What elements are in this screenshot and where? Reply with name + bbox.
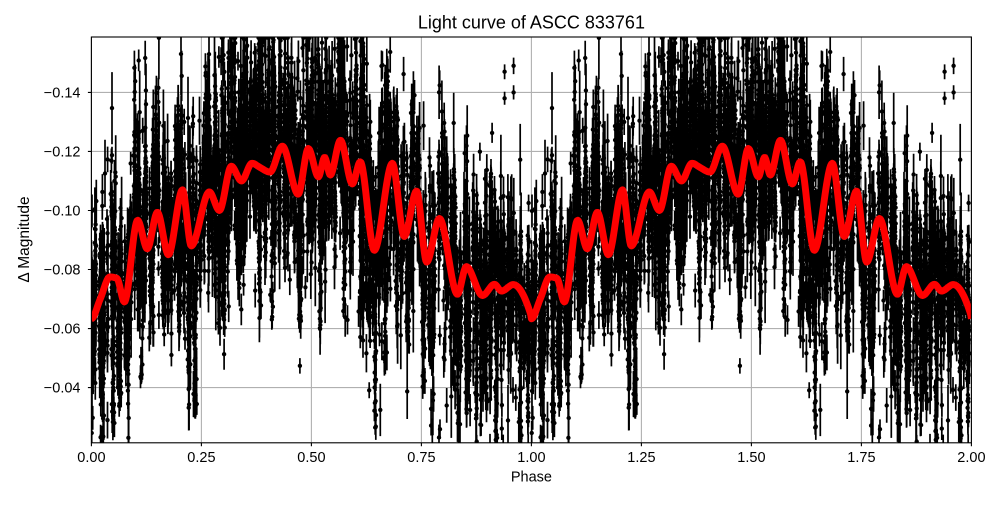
- svg-text:0.25: 0.25: [187, 450, 215, 466]
- svg-text:0.75: 0.75: [407, 450, 435, 466]
- svg-text:2.00: 2.00: [957, 450, 985, 466]
- svg-text:−0.12: −0.12: [44, 144, 81, 160]
- svg-text:0.50: 0.50: [297, 450, 325, 466]
- svg-text:−0.08: −0.08: [44, 263, 81, 279]
- svg-text:Phase: Phase: [511, 469, 552, 485]
- svg-text:1.25: 1.25: [627, 450, 655, 466]
- svg-text:0.00: 0.00: [77, 450, 105, 466]
- svg-text:1.75: 1.75: [847, 450, 875, 466]
- svg-text:−0.06: −0.06: [44, 322, 81, 338]
- svg-text:−0.10: −0.10: [44, 204, 81, 220]
- svg-text:Δ Magnitude: Δ Magnitude: [16, 196, 33, 282]
- svg-text:Light curve of ASCC 833761: Light curve of ASCC 833761: [418, 12, 645, 32]
- svg-text:−0.04: −0.04: [44, 381, 81, 397]
- svg-text:−0.14: −0.14: [44, 85, 81, 101]
- svg-text:1.00: 1.00: [517, 450, 545, 466]
- svg-text:1.50: 1.50: [737, 450, 765, 466]
